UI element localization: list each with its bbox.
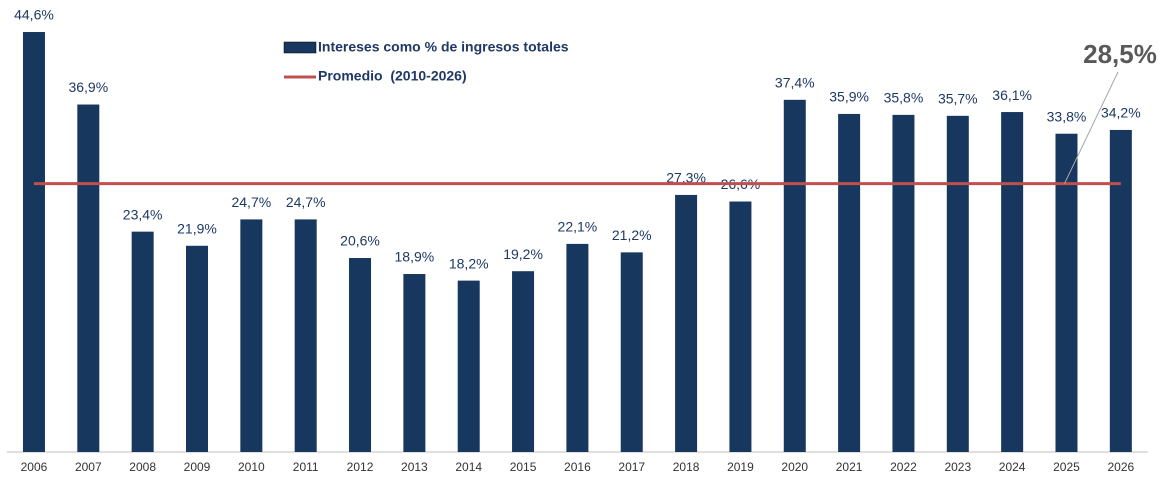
value-label: 19,2% <box>503 246 543 262</box>
x-tick-label: 2016 <box>564 460 591 474</box>
legend-label: Intereses como % de ingresos totales <box>318 39 569 55</box>
bar <box>22 32 45 453</box>
x-tick-label: 2010 <box>238 460 265 474</box>
bar <box>186 245 208 452</box>
value-label: 21,2% <box>612 227 652 243</box>
value-label: 24,7% <box>231 194 271 210</box>
value-label: 24,7% <box>286 194 326 210</box>
x-tick-label: 2019 <box>727 460 754 474</box>
value-label: 34,2% <box>1101 105 1141 121</box>
bar <box>349 258 372 452</box>
bar <box>1001 112 1024 452</box>
value-label: 44,6% <box>14 7 54 23</box>
x-tick-label: 2007 <box>75 460 102 474</box>
value-label: 36,1% <box>992 87 1032 103</box>
bar <box>566 243 589 452</box>
legend-label: Promedio (2010-2026) <box>318 68 467 84</box>
bar <box>783 99 806 453</box>
bar <box>1109 129 1132 452</box>
value-label: 18,9% <box>395 249 435 265</box>
bar <box>131 231 154 452</box>
bar <box>457 280 480 452</box>
x-tick-label: 2023 <box>944 460 971 474</box>
x-tick-label: 2008 <box>129 460 156 474</box>
bar <box>294 219 317 452</box>
bar <box>838 113 861 453</box>
value-label: 18,2% <box>449 255 489 271</box>
value-label: 21,9% <box>177 220 217 236</box>
value-label: 22,1% <box>558 219 598 235</box>
x-tick-label: 2026 <box>1107 460 1134 474</box>
x-tick-label: 2006 <box>21 460 48 474</box>
x-tick-label: 2014 <box>455 460 482 474</box>
x-tick-label: 2011 <box>293 460 319 474</box>
x-tick-label: 2015 <box>510 460 537 474</box>
x-tick-label: 2012 <box>347 460 374 474</box>
bar <box>240 219 263 452</box>
annotation-leader <box>1064 71 1119 184</box>
bar <box>620 252 643 452</box>
x-tick-label: 2025 <box>1053 460 1080 474</box>
value-label: 23,4% <box>123 206 163 222</box>
bar <box>675 194 698 453</box>
x-tick-label: 2021 <box>836 460 863 474</box>
bar <box>403 274 426 452</box>
average-label: 28,5% <box>1083 39 1157 69</box>
value-label: 35,7% <box>938 91 978 107</box>
value-label: 37,4% <box>775 75 815 91</box>
x-tick-label: 2013 <box>401 460 428 474</box>
value-label: 20,6% <box>340 233 380 249</box>
legend-swatch <box>283 41 317 54</box>
bar <box>512 271 535 452</box>
bar <box>729 201 752 452</box>
value-label: 35,8% <box>884 90 924 106</box>
x-tick-label: 2009 <box>184 460 211 474</box>
value-label: 27,3% <box>666 170 706 186</box>
bar <box>1055 133 1078 452</box>
x-tick-label: 2017 <box>618 460 645 474</box>
bar <box>946 115 969 452</box>
x-tick-label: 2024 <box>999 460 1026 474</box>
value-label: 33,8% <box>1047 108 1087 124</box>
x-tick-label: 2018 <box>673 460 700 474</box>
bar <box>77 104 100 453</box>
bar <box>892 114 915 452</box>
value-label: 35,9% <box>829 89 869 105</box>
x-tick-label: 2020 <box>781 460 808 474</box>
x-tick-label: 2022 <box>890 460 917 474</box>
value-label: 36,9% <box>68 79 108 95</box>
